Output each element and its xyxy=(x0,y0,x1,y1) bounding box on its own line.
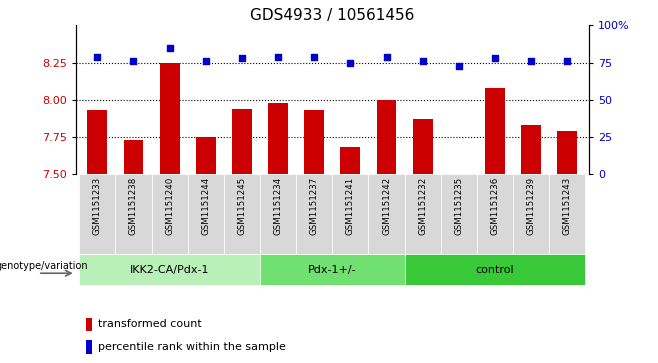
Bar xyxy=(332,174,368,254)
Bar xyxy=(232,109,252,174)
Text: GSM1151237: GSM1151237 xyxy=(310,177,318,235)
Bar xyxy=(557,131,577,174)
Bar xyxy=(260,254,405,285)
Point xyxy=(453,63,464,69)
Text: GSM1151243: GSM1151243 xyxy=(563,177,572,235)
Text: GSM1151245: GSM1151245 xyxy=(238,177,247,235)
Point xyxy=(309,54,320,60)
Bar xyxy=(86,340,92,354)
Text: GSM1151236: GSM1151236 xyxy=(490,177,499,235)
Text: transformed count: transformed count xyxy=(97,319,201,330)
Bar xyxy=(79,254,260,285)
Text: GSM1151242: GSM1151242 xyxy=(382,177,391,235)
Point xyxy=(417,58,428,64)
Bar xyxy=(296,174,332,254)
Text: GSM1151233: GSM1151233 xyxy=(93,177,102,235)
Bar xyxy=(160,62,180,174)
Text: GSM1151244: GSM1151244 xyxy=(201,177,211,235)
Bar xyxy=(485,88,505,174)
Bar xyxy=(521,125,541,174)
Bar xyxy=(79,174,115,254)
Point xyxy=(201,58,211,64)
Title: GDS4933 / 10561456: GDS4933 / 10561456 xyxy=(250,8,415,23)
Bar xyxy=(405,254,586,285)
Bar xyxy=(115,174,151,254)
Bar xyxy=(124,140,143,174)
Bar xyxy=(304,110,324,174)
Bar xyxy=(340,147,361,174)
Point xyxy=(490,55,500,61)
Bar xyxy=(376,100,396,174)
Bar xyxy=(88,110,107,174)
Text: GSM1151234: GSM1151234 xyxy=(274,177,282,235)
Point xyxy=(128,58,139,64)
Bar xyxy=(405,174,441,254)
Point xyxy=(273,54,284,60)
Bar xyxy=(513,174,549,254)
Bar xyxy=(549,174,586,254)
Point xyxy=(92,54,103,60)
Text: Pdx-1+/-: Pdx-1+/- xyxy=(308,265,357,274)
Bar xyxy=(196,137,216,174)
Text: control: control xyxy=(476,265,515,274)
Point xyxy=(562,58,572,64)
Text: GSM1151239: GSM1151239 xyxy=(526,177,536,235)
Bar xyxy=(441,174,477,254)
Text: GSM1151235: GSM1151235 xyxy=(454,177,463,235)
Text: percentile rank within the sample: percentile rank within the sample xyxy=(97,342,286,352)
Bar xyxy=(260,174,296,254)
Text: GSM1151240: GSM1151240 xyxy=(165,177,174,235)
Bar xyxy=(86,318,92,331)
Bar xyxy=(413,119,432,174)
Point xyxy=(164,45,175,50)
Bar xyxy=(224,174,260,254)
Text: GSM1151232: GSM1151232 xyxy=(418,177,427,235)
Text: genotype/variation: genotype/variation xyxy=(0,261,88,271)
Bar xyxy=(477,174,513,254)
Point xyxy=(381,54,392,60)
Point xyxy=(237,55,247,61)
Text: GSM1151238: GSM1151238 xyxy=(129,177,138,235)
Point xyxy=(526,58,536,64)
Text: GSM1151241: GSM1151241 xyxy=(346,177,355,235)
Bar xyxy=(151,174,188,254)
Text: IKK2-CA/Pdx-1: IKK2-CA/Pdx-1 xyxy=(130,265,209,274)
Point xyxy=(345,60,355,65)
Bar xyxy=(188,174,224,254)
Bar xyxy=(368,174,405,254)
Bar xyxy=(268,103,288,174)
